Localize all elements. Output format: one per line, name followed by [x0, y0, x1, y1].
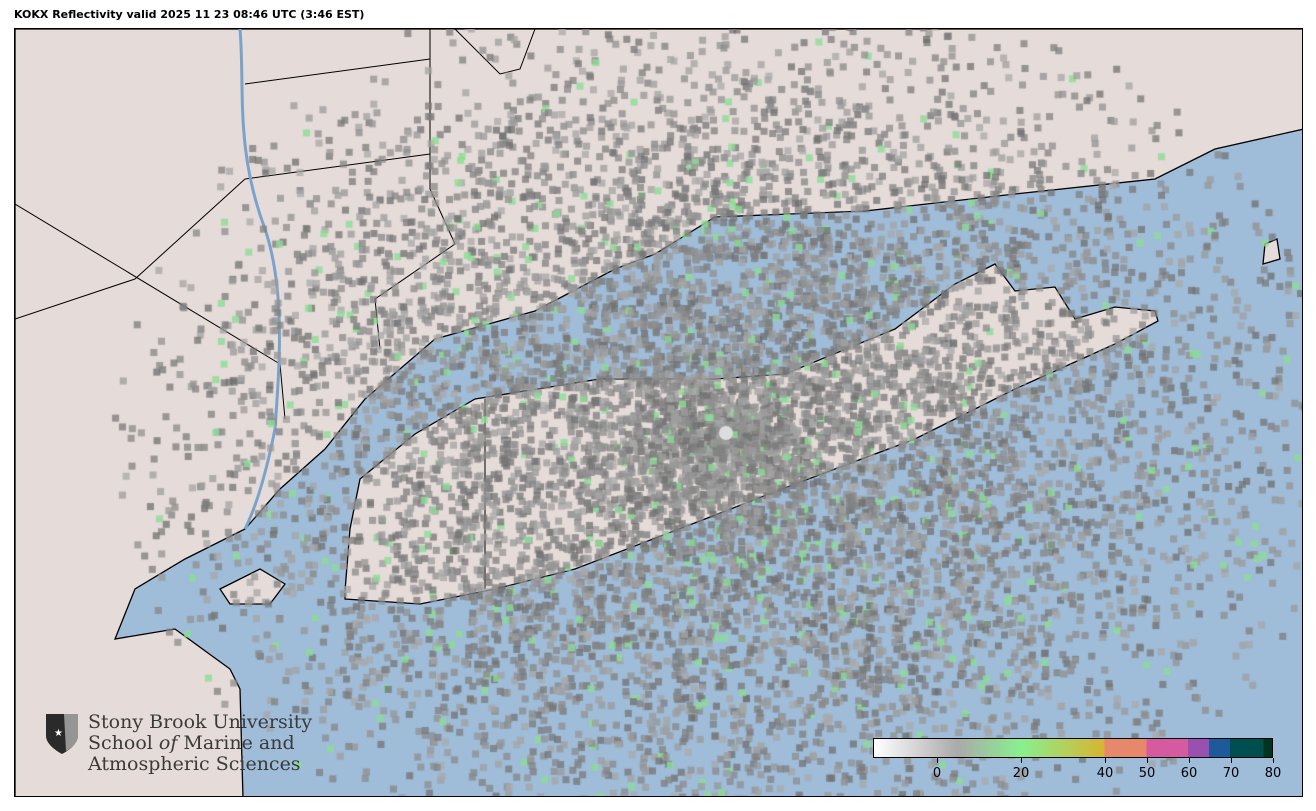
- map-title: KOKX Reflectivity valid 2025 11 23 08:46…: [14, 8, 365, 21]
- radar-map[interactable]: [14, 28, 1303, 797]
- colorbar-tick: [937, 758, 938, 763]
- logo-line3: Atmospheric Sciences: [88, 753, 301, 775]
- colorbar: [873, 738, 1273, 758]
- tick-label: 60: [1180, 766, 1198, 781]
- tick-label: 0: [932, 766, 942, 781]
- tick-label: 80: [1264, 766, 1282, 781]
- tick-label: 50: [1138, 766, 1156, 781]
- colorbar-tick: [1147, 758, 1148, 763]
- tick-label: 40: [1096, 766, 1114, 781]
- shield-icon: ★: [46, 714, 78, 754]
- colorbar-tick: [1105, 758, 1106, 763]
- logo-of: of: [158, 732, 178, 754]
- colorbar-tick: [1273, 758, 1274, 763]
- tick-label: 20: [1012, 766, 1030, 781]
- tick-label: 70: [1222, 766, 1240, 781]
- sbu-logo: ★ Stony Brook University School of Marin…: [44, 712, 312, 775]
- radar-echoes: [15, 29, 1302, 796]
- logo-line2-end: Marine and: [177, 732, 295, 754]
- svg-text:★: ★: [54, 728, 63, 739]
- logo-line2: School: [88, 732, 159, 754]
- colorbar-tick: [1231, 758, 1232, 763]
- logo-line1: Stony Brook University: [88, 711, 313, 733]
- colorbar-tick: [1021, 758, 1022, 763]
- colorbar-tick: [1189, 758, 1190, 763]
